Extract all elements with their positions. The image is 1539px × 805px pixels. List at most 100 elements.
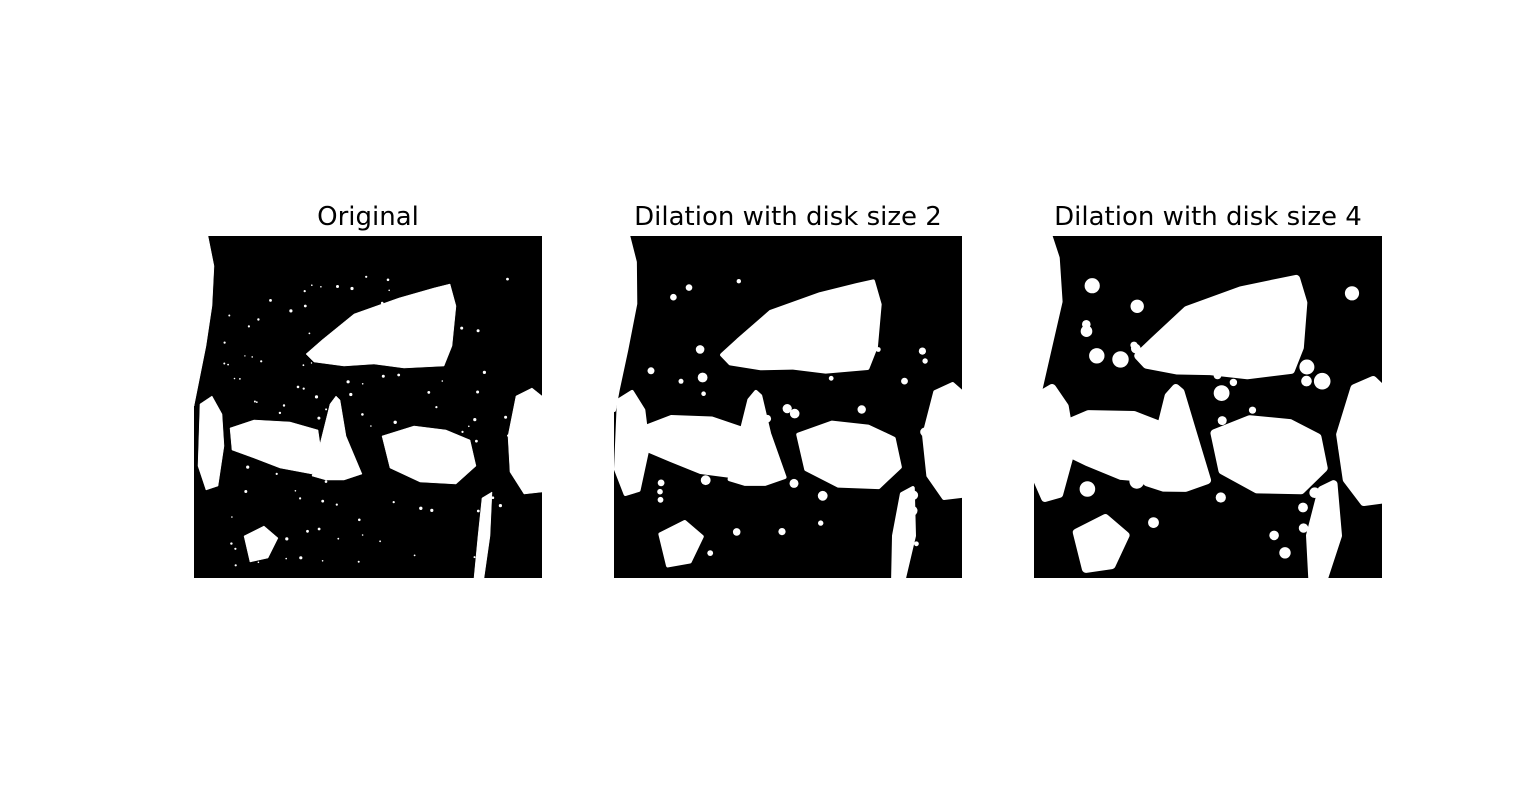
speckle <box>1079 481 1096 497</box>
speckle <box>782 404 792 414</box>
speckle <box>253 400 256 403</box>
right-ear <box>507 387 542 495</box>
speckle <box>227 363 229 366</box>
speckle <box>828 375 834 381</box>
left-hair-edge <box>194 236 215 407</box>
chin-spots <box>658 520 704 568</box>
speckle <box>244 355 246 357</box>
speckle <box>303 304 307 308</box>
panel-title: Dilation with disk size 4 <box>1054 202 1362 232</box>
speckle <box>393 420 397 424</box>
nose <box>311 395 363 481</box>
speckle <box>397 373 401 377</box>
speckle <box>821 294 829 302</box>
speckle <box>461 430 464 433</box>
speckle <box>471 457 474 460</box>
speckle <box>386 278 390 282</box>
right-ear <box>922 382 962 500</box>
speckle <box>1291 434 1304 447</box>
speckle <box>789 478 799 488</box>
speckle <box>473 556 476 559</box>
speckle <box>1247 317 1259 329</box>
speckle <box>875 347 881 352</box>
speckle <box>427 391 431 394</box>
forehead-patch <box>720 279 882 374</box>
speckle <box>1215 492 1226 503</box>
speckle <box>468 425 470 428</box>
speckle <box>825 355 834 364</box>
speckle <box>454 478 457 481</box>
speckle <box>317 416 321 420</box>
speckle <box>1298 523 1309 533</box>
speckle <box>381 374 385 378</box>
speckle <box>1229 378 1238 387</box>
speckle <box>310 362 313 364</box>
speckle <box>325 408 328 411</box>
speckle <box>239 378 241 380</box>
speckle <box>763 414 772 423</box>
speckle <box>296 385 300 389</box>
speckle <box>736 352 742 357</box>
speckle <box>302 387 305 390</box>
speckle <box>498 504 502 508</box>
speckle <box>1299 359 1315 375</box>
speckle <box>270 430 274 433</box>
panel-dilation-4: Dilation with disk size 4 <box>1034 200 1382 580</box>
speckle <box>918 347 926 355</box>
speckle <box>223 341 226 344</box>
speckle <box>1214 302 1227 315</box>
speckle <box>697 372 708 383</box>
forehead-patch <box>1134 274 1308 380</box>
speckle <box>852 427 862 438</box>
speckle <box>908 490 919 500</box>
speckle <box>346 380 350 384</box>
speckle <box>1298 502 1308 513</box>
speckle <box>778 528 786 536</box>
speckle <box>475 439 478 443</box>
panel-original: Original <box>194 200 542 580</box>
panel-title: Original <box>317 202 419 232</box>
left-eye-region <box>229 419 323 475</box>
speckle <box>487 514 489 516</box>
speckle <box>422 348 426 352</box>
speckle <box>920 427 930 437</box>
speckle <box>314 395 319 399</box>
left-ear <box>614 390 650 496</box>
speckle <box>1148 517 1159 528</box>
speckle <box>335 503 338 506</box>
panel-dilation-2: Dilation with disk size 2 <box>614 200 962 580</box>
speckle <box>349 392 353 397</box>
speckle <box>1269 530 1279 541</box>
speckle <box>1344 286 1360 301</box>
speckle <box>1279 547 1291 559</box>
forehead-patch <box>305 283 457 369</box>
speckle <box>329 419 333 423</box>
speckle <box>1213 385 1230 401</box>
speckle <box>469 452 472 455</box>
speckle <box>321 560 324 562</box>
speckle <box>365 275 368 278</box>
speckle <box>321 499 325 503</box>
speckle <box>317 527 321 531</box>
speckle <box>700 475 711 486</box>
speckle <box>260 360 263 363</box>
speckle <box>322 459 325 462</box>
speckle <box>1095 414 1112 431</box>
speckle <box>464 470 467 472</box>
speckle <box>336 337 338 339</box>
speckle <box>1137 416 1154 434</box>
speckle <box>312 430 315 433</box>
speckle <box>285 537 289 541</box>
left-hair-edge <box>614 236 638 412</box>
speckle <box>476 329 480 333</box>
speckle <box>230 542 233 545</box>
speckle <box>344 328 348 332</box>
speckle <box>282 404 286 407</box>
left-eye-region <box>644 415 748 479</box>
speckle <box>1316 557 1328 569</box>
speckle <box>678 378 684 384</box>
speckle <box>732 528 741 536</box>
speckle <box>392 501 395 504</box>
speckle <box>901 377 908 385</box>
speckle <box>809 430 818 439</box>
